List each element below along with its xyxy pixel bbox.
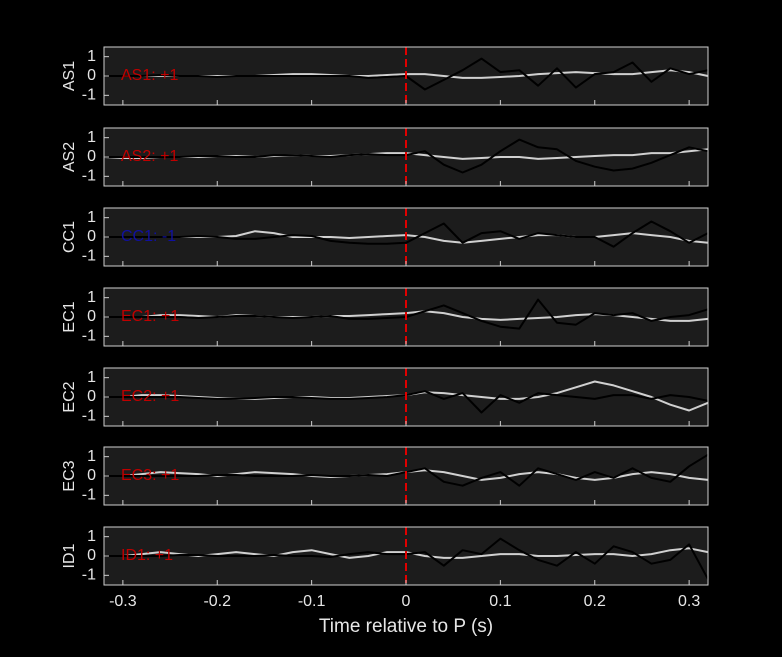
y-tick-label: 1	[87, 289, 96, 306]
y-tick-label: -1	[82, 567, 96, 584]
y-axis-label: AS1	[61, 61, 78, 91]
x-tick-label: -0.3	[109, 593, 137, 610]
annotation: EC3: +1	[121, 467, 179, 484]
y-tick-label: 0	[87, 308, 96, 325]
y-tick-label: -1	[82, 408, 96, 425]
y-tick-label: -1	[82, 87, 96, 104]
y-tick-label: -1	[82, 168, 96, 185]
y-tick-label: 1	[87, 528, 96, 545]
panel: -1 0 1 -0.3 -0.2 -0.1 0 0.1 0.2 0.3 ID1 ID1: +1 Time…	[61, 526, 709, 637]
y-tick-label: -1	[82, 328, 96, 345]
y-tick-label: 0	[87, 547, 96, 564]
y-tick-label: 0	[87, 148, 96, 165]
y-tick-label: 0	[87, 67, 96, 84]
panel: -1 0 1 EC2 EC2: +1	[61, 367, 709, 427]
y-axis-label: CC1	[61, 221, 78, 253]
x-tick-label: 0	[402, 593, 411, 610]
annotation: ID1: +1	[121, 547, 173, 564]
trace	[104, 220, 709, 248]
x-tick-label: 0.2	[584, 593, 606, 610]
panel: -1 0 1 AS2 AS2: +1	[61, 127, 709, 187]
panel: -1 0 1 EC1 EC1: +1	[61, 287, 709, 347]
y-tick-label: 0	[87, 388, 96, 405]
y-tick-label: 0	[87, 467, 96, 484]
y-tick-label: -1	[82, 248, 96, 265]
annotation: EC1: +1	[121, 308, 179, 325]
x-axis-label: Time relative to P (s)	[319, 616, 493, 637]
y-tick-label: 1	[87, 129, 96, 146]
y-axis-label: ID1	[61, 543, 78, 568]
y-tick-label: 1	[87, 209, 96, 226]
annotation: CC1: -1	[121, 228, 176, 245]
annotation: AS1: +1	[121, 67, 178, 84]
y-tick-label: -1	[82, 487, 96, 504]
x-tick-label: 0.1	[489, 593, 511, 610]
panel: -1 0 1 CC1 CC1: -1	[61, 207, 709, 267]
y-axis-label: AS2	[61, 142, 78, 172]
y-axis-label: EC2	[61, 381, 78, 412]
y-axis-label: EC1	[61, 301, 78, 332]
panel: -1 0 1 AS1 AS1: +1	[61, 46, 709, 106]
panel: -1 0 1 EC3 EC3: +1	[61, 446, 709, 506]
y-tick-label: 0	[87, 228, 96, 245]
x-tick-label: -0.1	[298, 593, 326, 610]
x-tick-label: -0.2	[203, 593, 231, 610]
y-tick-label: 1	[87, 48, 96, 65]
x-tick-label: 0.3	[678, 593, 700, 610]
annotation: EC2: +1	[121, 388, 179, 405]
y-tick-label: 1	[87, 448, 96, 465]
annotation: AS2: +1	[121, 148, 178, 165]
y-axis-label: EC3	[61, 460, 78, 491]
y-tick-label: 1	[87, 369, 96, 386]
